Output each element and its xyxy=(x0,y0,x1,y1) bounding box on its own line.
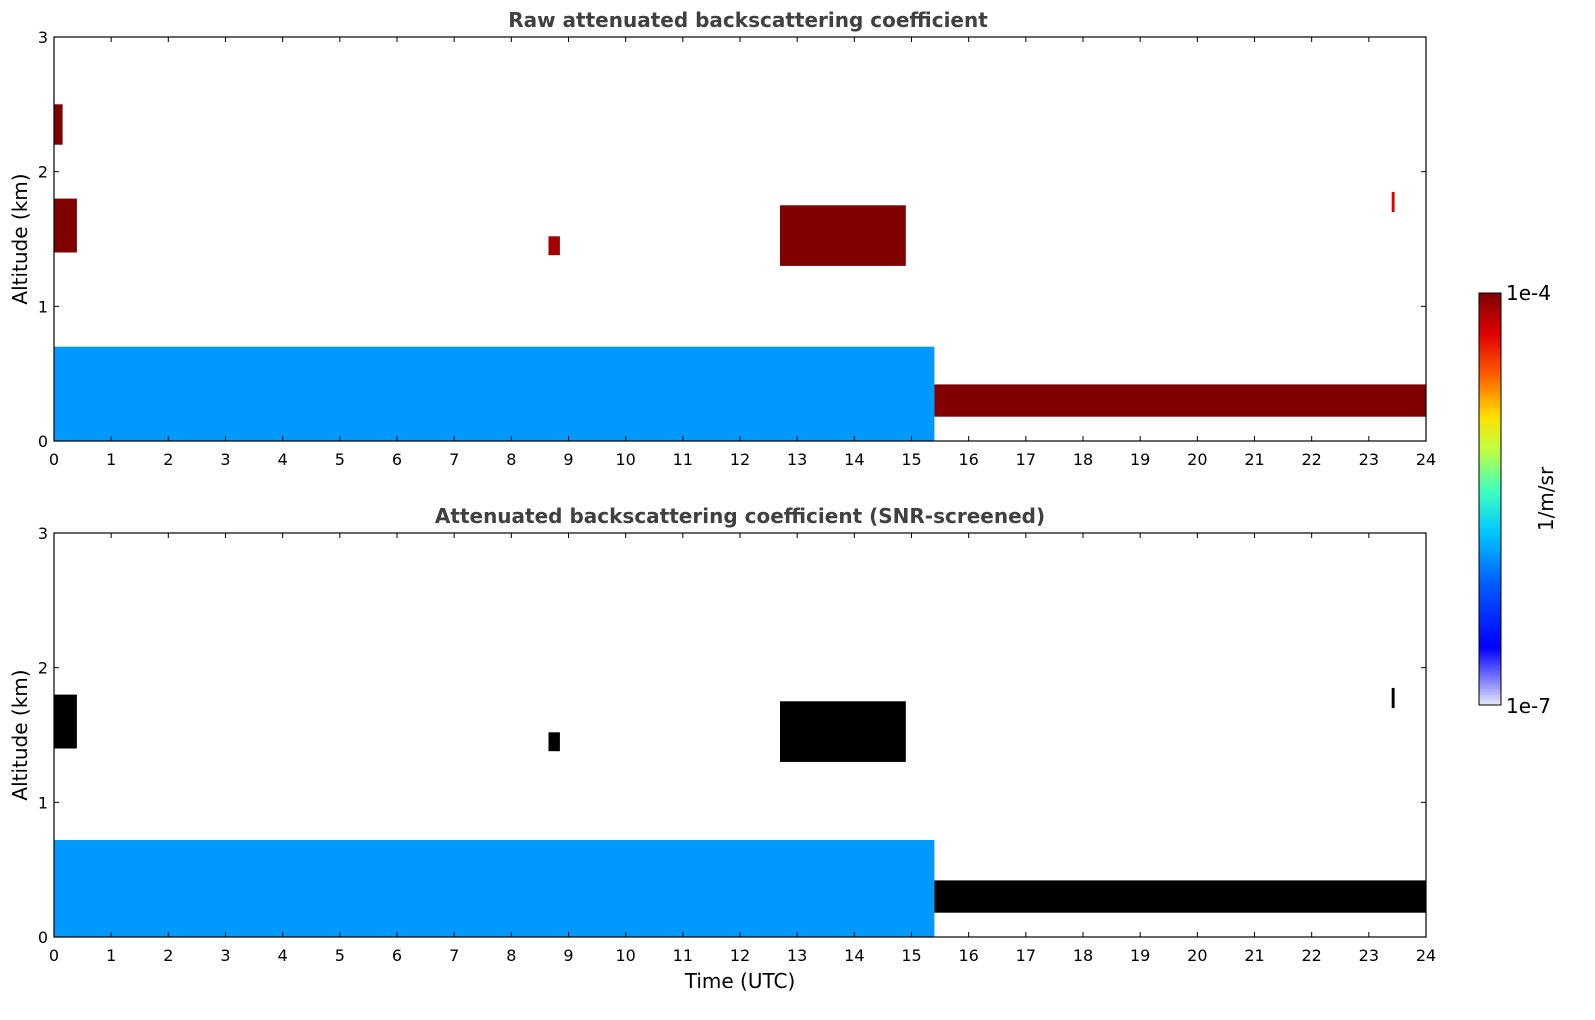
heatmap-raw xyxy=(54,104,1426,441)
x-tick-label: 20 xyxy=(1187,946,1207,965)
cloud-mark xyxy=(780,205,906,266)
x-tick-label: 10 xyxy=(615,946,635,965)
x-tick-label: 9 xyxy=(563,946,573,965)
y-tick-label: 1 xyxy=(38,793,48,812)
x-tick-label: 17 xyxy=(1016,946,1036,965)
y-tick-label: 2 xyxy=(38,659,48,678)
x-tick-label: 5 xyxy=(335,450,345,469)
x-tick-label: 18 xyxy=(1073,450,1093,469)
y-axis-ticks-raw: 0 1 2 3 xyxy=(38,28,1426,451)
x-tick-label: 12 xyxy=(730,450,750,469)
chart-title-raw: Raw attenuated backscattering coefficien… xyxy=(508,8,988,32)
x-tick-label: 6 xyxy=(392,946,402,965)
x-tick-label: 3 xyxy=(220,450,230,469)
x-tick-label: 2 xyxy=(163,450,173,469)
boundary-layer-mark xyxy=(54,840,935,937)
y-tick-label: 1 xyxy=(38,297,48,316)
x-tick-label: 13 xyxy=(787,946,807,965)
x-tick-label: 22 xyxy=(1301,450,1321,469)
y-axis-label-screened: Altitude (km) xyxy=(8,669,32,800)
colorbar-max-label: 1e-4 xyxy=(1506,281,1551,305)
colorbar: 1e-4 1e-7 1/m/sr xyxy=(1478,281,1558,718)
chart-title-screened: Attenuated backscattering coefficient (S… xyxy=(435,504,1045,528)
x-tick-label: 16 xyxy=(958,946,978,965)
x-tick-label: 15 xyxy=(901,946,921,965)
x-tick-label: 2 xyxy=(163,946,173,965)
boundary-layer-mark xyxy=(54,346,935,441)
x-tick-label: 9 xyxy=(563,450,573,469)
y-tick-label: 0 xyxy=(38,928,48,947)
cloud-mark xyxy=(54,198,77,253)
cloud-mark xyxy=(54,694,77,749)
x-tick-label: 3 xyxy=(220,946,230,965)
x-axis-ticks-raw: 0 1 2 3 4 5 6 7 8 9 10 11 12 13 14 15 16 17 18 19 20 21 22 23 24 xyxy=(49,37,1436,469)
x-tick-label: 14 xyxy=(844,450,864,469)
x-tick-label: 7 xyxy=(449,946,459,965)
x-tick-label: 13 xyxy=(787,450,807,469)
cloud-mark xyxy=(1391,191,1395,213)
x-tick-label: 21 xyxy=(1244,946,1264,965)
y-axis-ticks-screened: 0 1 2 3 xyxy=(38,524,1426,947)
x-axis-ticks-screened: 0 1 2 3 4 5 6 7 8 9 10 11 12 13 14 15 16 17 18 19 20 21 22 23 24 xyxy=(49,533,1436,965)
x-tick-label: 8 xyxy=(506,450,516,469)
x-tick-label: 23 xyxy=(1359,946,1379,965)
y-axis-label-raw: Altitude (km) xyxy=(8,173,32,304)
x-tick-label: 15 xyxy=(901,450,921,469)
x-tick-label: 19 xyxy=(1130,946,1150,965)
x-tick-label: 14 xyxy=(844,946,864,965)
x-tick-label: 0 xyxy=(49,946,59,965)
x-tick-label: 16 xyxy=(958,450,978,469)
x-tick-label: 6 xyxy=(392,450,402,469)
x-tick-label: 17 xyxy=(1016,450,1036,469)
panel-raw: Raw attenuated backscattering coefficien… xyxy=(8,8,1436,469)
colorbar-unit-label: 1/m/sr xyxy=(1534,466,1558,531)
cloud-mark xyxy=(54,104,63,145)
x-tick-label: 7 xyxy=(449,450,459,469)
x-tick-label: 12 xyxy=(730,946,750,965)
x-tick-label: 11 xyxy=(673,946,693,965)
x-tick-label: 22 xyxy=(1301,946,1321,965)
panel-screened: Attenuated backscattering coefficient (S… xyxy=(8,504,1436,993)
x-tick-label: 4 xyxy=(278,450,288,469)
colorbar-gradient xyxy=(1478,292,1502,706)
x-tick-label: 10 xyxy=(615,450,635,469)
heatmap-screened xyxy=(54,687,1426,937)
x-tick-label: 19 xyxy=(1130,450,1150,469)
low-cloud-mark xyxy=(934,384,1426,417)
x-tick-label: 11 xyxy=(673,450,693,469)
x-tick-label: 20 xyxy=(1187,450,1207,469)
y-tick-label: 3 xyxy=(38,524,48,543)
y-tick-label: 0 xyxy=(38,432,48,451)
x-tick-label: 4 xyxy=(278,946,288,965)
y-tick-label: 3 xyxy=(38,28,48,47)
colorbar-min-label: 1e-7 xyxy=(1506,694,1551,718)
x-tick-label: 21 xyxy=(1244,450,1264,469)
x-tick-label: 18 xyxy=(1073,946,1093,965)
x-tick-label: 23 xyxy=(1359,450,1379,469)
x-axis-label: Time (UTC) xyxy=(684,969,796,993)
cloud-mark xyxy=(1391,687,1395,709)
x-tick-label: 5 xyxy=(335,946,345,965)
y-tick-label: 2 xyxy=(38,163,48,182)
x-tick-label: 24 xyxy=(1416,946,1436,965)
cloud-mark xyxy=(548,732,560,752)
x-tick-label: 24 xyxy=(1416,450,1436,469)
x-tick-label: 1 xyxy=(106,946,116,965)
cloud-mark xyxy=(780,701,906,762)
cloud-mark xyxy=(548,236,560,256)
x-tick-label: 8 xyxy=(506,946,516,965)
x-tick-label: 0 xyxy=(49,450,59,469)
x-tick-label: 1 xyxy=(106,450,116,469)
low-cloud-mark xyxy=(934,880,1426,913)
